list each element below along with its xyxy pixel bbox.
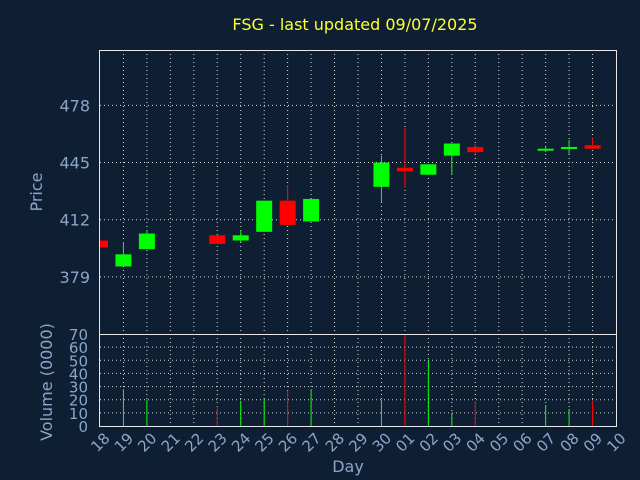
candle-23	[209, 235, 226, 244]
candle-20	[138, 230, 155, 250]
candle-body	[100, 240, 108, 248]
price-gridlines	[100, 50, 616, 334]
candle-body	[209, 235, 226, 244]
volume-axis-label: Volume (0000)	[37, 323, 56, 441]
candle-24	[232, 230, 249, 243]
volume-gridlines	[100, 334, 616, 426]
volume-tick-label: 20	[69, 392, 88, 410]
price-axis-label: Price	[27, 172, 46, 211]
candle-18	[99, 240, 108, 248]
x-tick-label: 28	[322, 429, 348, 455]
volume-bars	[122, 334, 594, 426]
price-panel-frame	[99, 50, 617, 335]
x-tick-label: 07	[533, 429, 559, 455]
candle-27	[303, 198, 320, 222]
x-tick-label: 06	[510, 429, 536, 455]
x-tick-label: 19	[111, 429, 137, 455]
volume-tick-label: 50	[69, 352, 88, 370]
x-tick-label: 04	[463, 429, 489, 455]
x-tick-label: 05	[486, 429, 512, 455]
volume-tick-label: 30	[69, 379, 88, 397]
x-tick-label: 27	[298, 429, 324, 455]
candle-body	[279, 200, 296, 225]
x-tick-label: 20	[134, 429, 160, 455]
candle-body	[537, 148, 554, 151]
candle-body	[115, 254, 132, 267]
candle-09	[584, 138, 601, 149]
price-tick-labels: 379 412 445 478	[59, 96, 90, 286]
volume-tick-label: 10	[69, 405, 88, 423]
candle-body	[303, 198, 320, 222]
candle-body	[396, 167, 413, 172]
price-tick-label: 412	[59, 211, 90, 230]
candle-04	[467, 143, 484, 154]
candle-body	[138, 233, 155, 250]
x-tick-label: 25	[252, 429, 278, 455]
x-tick-label: 24	[228, 429, 254, 455]
x-tick-label: 02	[416, 429, 442, 455]
x-tick-label: 18	[87, 429, 113, 455]
price-tick-label: 445	[59, 154, 90, 173]
volume-tick-label: 40	[69, 365, 88, 383]
chart-title: FSG - last updated 09/07/2025	[232, 15, 477, 34]
candle-body	[373, 162, 390, 187]
volume-tick-label: 60	[69, 339, 88, 357]
x-axis-label: Day	[332, 457, 364, 476]
candle-25	[256, 200, 273, 232]
candle-body	[420, 164, 437, 175]
x-tick-label: 21	[158, 429, 184, 455]
candle-body	[467, 146, 484, 153]
candle-body	[443, 143, 460, 156]
candle-body	[561, 146, 578, 149]
candle-30	[373, 155, 390, 203]
x-tick-label: 29	[345, 429, 371, 455]
candle-02	[420, 164, 437, 175]
candlesticks	[99, 127, 601, 267]
x-tick-label: 01	[392, 429, 418, 455]
x-tick-labels: 1819202122232425262728293001020304050607…	[87, 429, 629, 455]
candle-body	[256, 200, 273, 232]
x-tick-label: 10	[603, 429, 629, 455]
x-tick-label: 03	[439, 429, 465, 455]
candle-body	[584, 145, 601, 149]
candle-03	[443, 143, 460, 175]
x-tick-label: 26	[275, 429, 301, 455]
candle-01	[396, 127, 413, 187]
price-tick-label: 379	[59, 268, 90, 287]
candle-19	[115, 242, 132, 267]
candle-body	[232, 235, 249, 241]
x-tick-label: 09	[580, 429, 606, 455]
x-tick-label: 23	[205, 429, 231, 455]
candle-07	[537, 146, 554, 153]
volume-tick-label: 70	[69, 326, 88, 344]
candle-26	[279, 185, 296, 225]
volume-tick-label: 0	[78, 418, 88, 436]
x-tick-label: 30	[369, 429, 395, 455]
price-tick-label: 478	[59, 96, 90, 115]
x-tick-label: 22	[181, 429, 207, 455]
x-tick-label: 08	[556, 429, 582, 455]
volume-panel-frame	[99, 334, 617, 427]
candle-08	[561, 140, 578, 154]
